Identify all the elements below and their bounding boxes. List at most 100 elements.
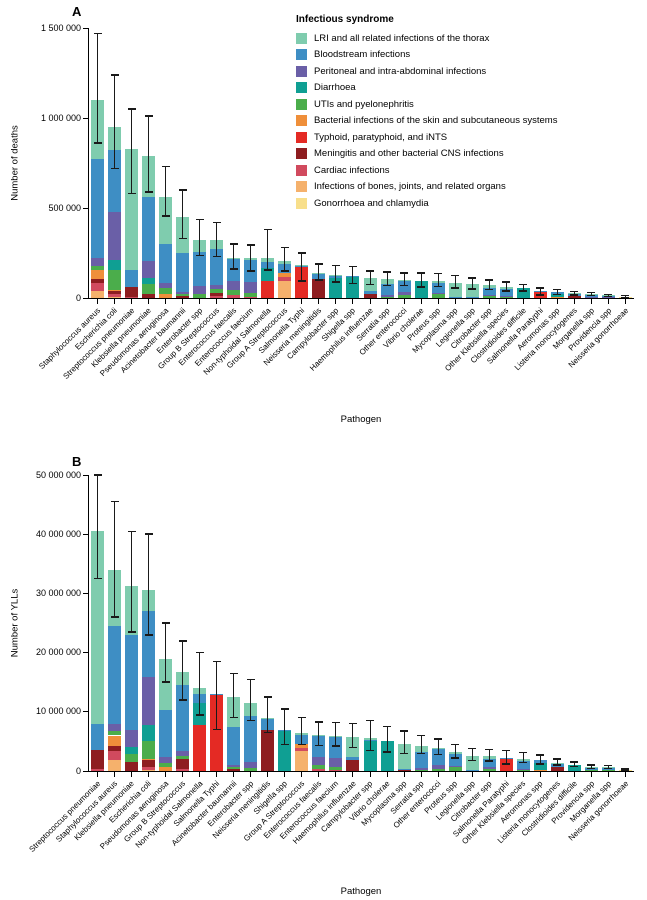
bar-segment-peritoneal [244,762,258,769]
x-tick-mark [233,772,235,777]
bar-segment-meningitis [550,767,564,771]
legend-item: LRI and all related infections of the th… [296,30,641,47]
error-bar [420,272,422,288]
error-bar [216,661,218,730]
meningitis-swatch [296,148,307,160]
bar-segment-utis [397,295,411,298]
x-tick-mark [386,299,388,304]
error-bar-cap [621,768,630,770]
x-tick-mark [250,299,252,304]
error-bar-cap [348,282,357,285]
y-tick-mark [83,27,89,29]
error-bar [573,291,575,295]
error-bar-cap [297,716,306,719]
legend-item-label: Diarrhoea [314,82,356,94]
bar-segment-bones [295,751,309,771]
error-bar-cap [246,244,255,246]
error-bar-cap [502,749,511,752]
bar-segment-skin [142,759,156,761]
error-bar [301,253,303,281]
bar-segment-peritoneal [448,765,462,768]
error-bar-cap [366,749,375,752]
error-bar [199,652,201,715]
error-bar-cap [451,743,460,746]
error-bar-cap [604,295,613,298]
error-bar [556,289,558,295]
bar-segment-utis [159,288,173,295]
error-bar [318,721,320,746]
error-bar-cap [331,264,340,267]
x-tick-mark [454,299,456,304]
error-bar-cap [348,746,357,749]
bar-segment-utis [193,293,207,298]
legend: Infectious syndrome LRI and all related … [296,14,641,212]
bar-segment-lri [465,284,479,298]
x-tick-mark [267,772,269,777]
bar-segment-cardiac [329,770,343,771]
error-bar [590,292,592,296]
x-tick-mark [131,772,133,777]
bar-segment-cardiac [142,767,156,770]
error-bar-cap [570,765,579,768]
error-bar [233,244,235,270]
error-bar-cap [127,192,136,195]
bar-segment-utis [601,770,615,771]
error-bar-cap [195,254,204,257]
y-tick-label: 1 500 000 [40,22,81,33]
x-tick-mark [97,299,99,304]
error-bar-cap [144,115,153,117]
legend-item-label: Infections of bones, joints, and related… [314,181,506,193]
x-tick-mark [437,299,439,304]
x-tick-mark [233,299,235,304]
x-tick-mark [590,772,592,777]
error-bar [335,722,337,747]
error-bar-cap [536,754,545,756]
error-bar-cap [366,283,375,286]
error-bar [284,708,286,745]
x-tick-mark [182,299,184,304]
error-bar [131,531,133,632]
bar-segment-utis [516,769,530,771]
bloodstream-swatch [296,49,307,61]
bar-segment-utis [176,294,190,297]
x-tick-mark [216,772,218,777]
error-bar-cap [604,764,613,767]
error-bar [114,74,116,169]
bar-segment-bloodstream [397,280,411,292]
bar-segment-bloodstream [176,685,190,752]
bar-segment-meningitis [227,768,241,771]
legend-item-label: Bacterial infections of the skin and sub… [314,115,558,127]
legend-item: Bacterial infections of the skin and sub… [296,113,641,130]
bar-segment-cardiac [244,297,258,298]
x-tick-mark [624,299,626,304]
bar-segment-meningitis [567,296,581,298]
x-tick-mark [250,772,252,777]
x-tick-mark [471,299,473,304]
x-tick-mark [352,772,354,777]
bar-segment-bloodstream [380,284,394,296]
bar-segment-lri [448,282,462,298]
bar-segment-skin [159,294,173,298]
y-tick-mark [83,117,89,119]
bar-segment-meningitis [176,758,190,770]
x-tick-mark [335,299,337,304]
bar-segment-diarrhoea [329,278,343,298]
bar-segment-cardiac [312,768,326,771]
y-tick-label: 0 [75,765,81,776]
error-bar [250,679,252,721]
bar-segment-utis [142,283,156,294]
bar-segment-utis [159,762,173,768]
bar-segment-cardiac [278,277,292,281]
bar-segment-peritoneal [397,291,411,296]
panel-a-x-axis-label: Pathogen [340,414,382,425]
bar-segment-bloodstream [465,297,479,298]
bar-segment-meningitis [397,770,411,771]
error-bar [386,726,388,753]
error-bar-cap [468,288,477,290]
x-tick-mark [114,772,116,777]
bar-segment-typhoid [295,266,309,298]
error-bar-cap [229,268,238,270]
bar-segment-bloodstream [244,715,258,763]
bar-segment-bloodstream [448,753,462,766]
x-tick-mark [148,299,150,304]
